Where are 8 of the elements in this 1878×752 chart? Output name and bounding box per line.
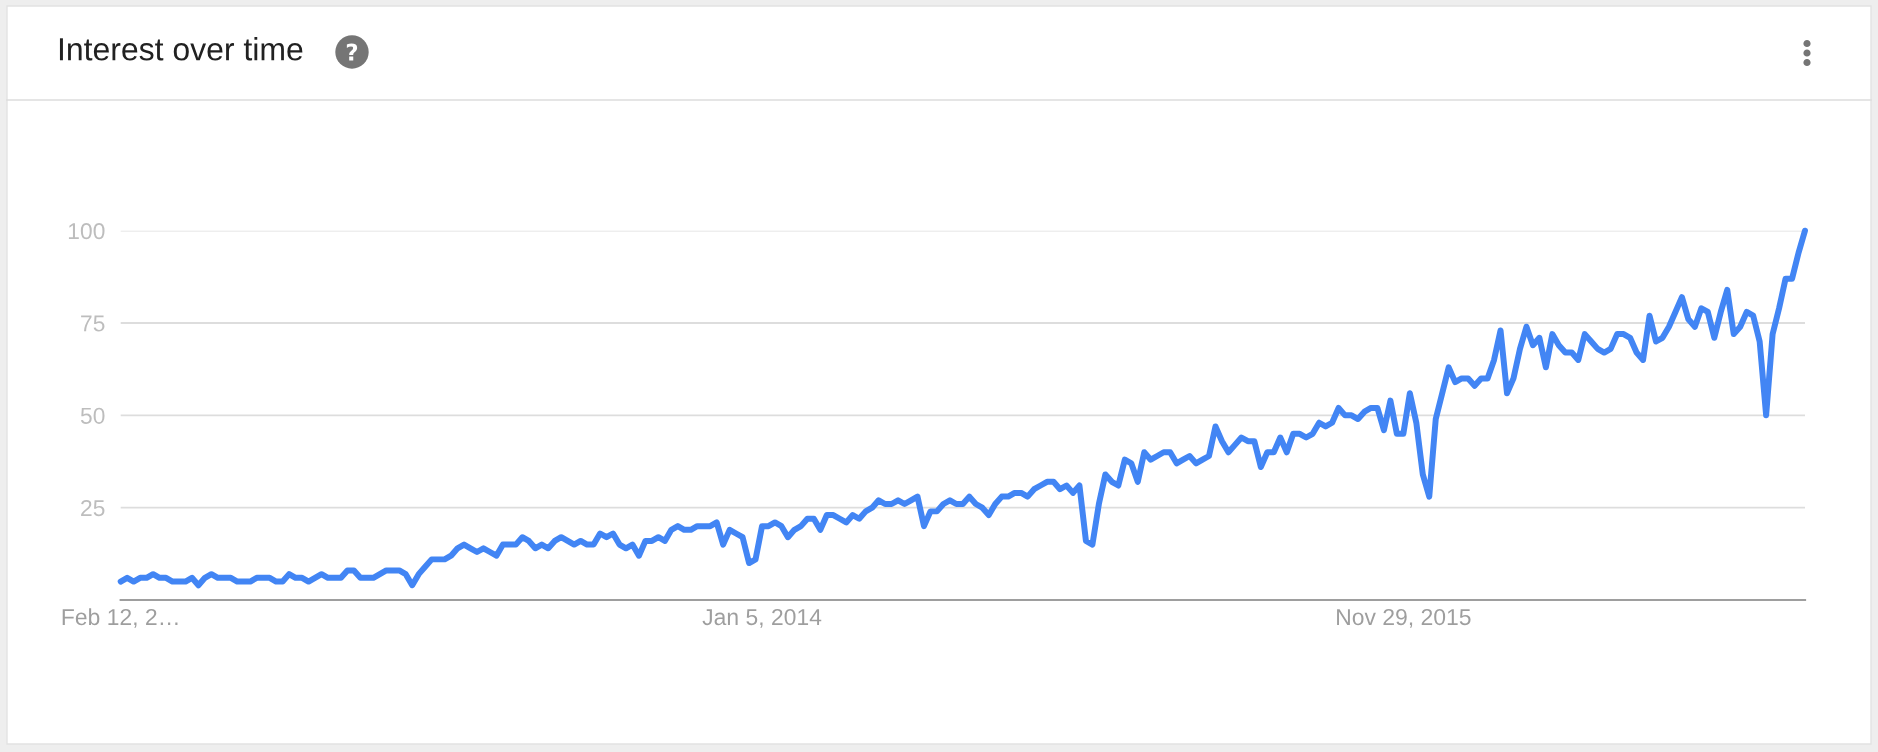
y-tick-label: 50 xyxy=(80,407,105,424)
chart-title: Interest over time xyxy=(59,37,303,61)
y-tick-label: 25 xyxy=(81,499,105,517)
x-tick-label: Feb 12, 2… xyxy=(62,608,178,628)
x-tick-label: Jan 5, 2014 xyxy=(702,608,822,628)
y-tick-label: 75 xyxy=(81,315,105,332)
x-tick-label: Nov 29, 2015 xyxy=(1337,608,1471,628)
y-tick-label: 100 xyxy=(68,223,105,240)
